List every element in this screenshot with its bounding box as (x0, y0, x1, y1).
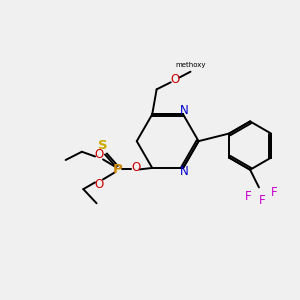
Text: N: N (180, 165, 188, 178)
Text: N: N (180, 104, 188, 117)
Text: F: F (271, 186, 278, 199)
Text: O: O (170, 73, 179, 85)
Text: O: O (131, 161, 141, 174)
Text: F: F (259, 194, 265, 207)
Text: O: O (94, 178, 104, 190)
Text: O: O (94, 148, 104, 161)
Text: S: S (98, 140, 107, 152)
Text: methoxy: methoxy (175, 62, 206, 68)
Text: F: F (244, 190, 251, 203)
Text: P: P (113, 163, 123, 176)
